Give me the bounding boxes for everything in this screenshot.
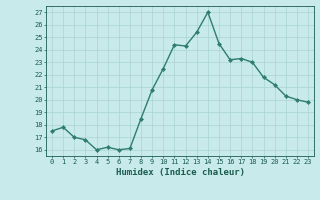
X-axis label: Humidex (Indice chaleur): Humidex (Indice chaleur) — [116, 168, 244, 177]
